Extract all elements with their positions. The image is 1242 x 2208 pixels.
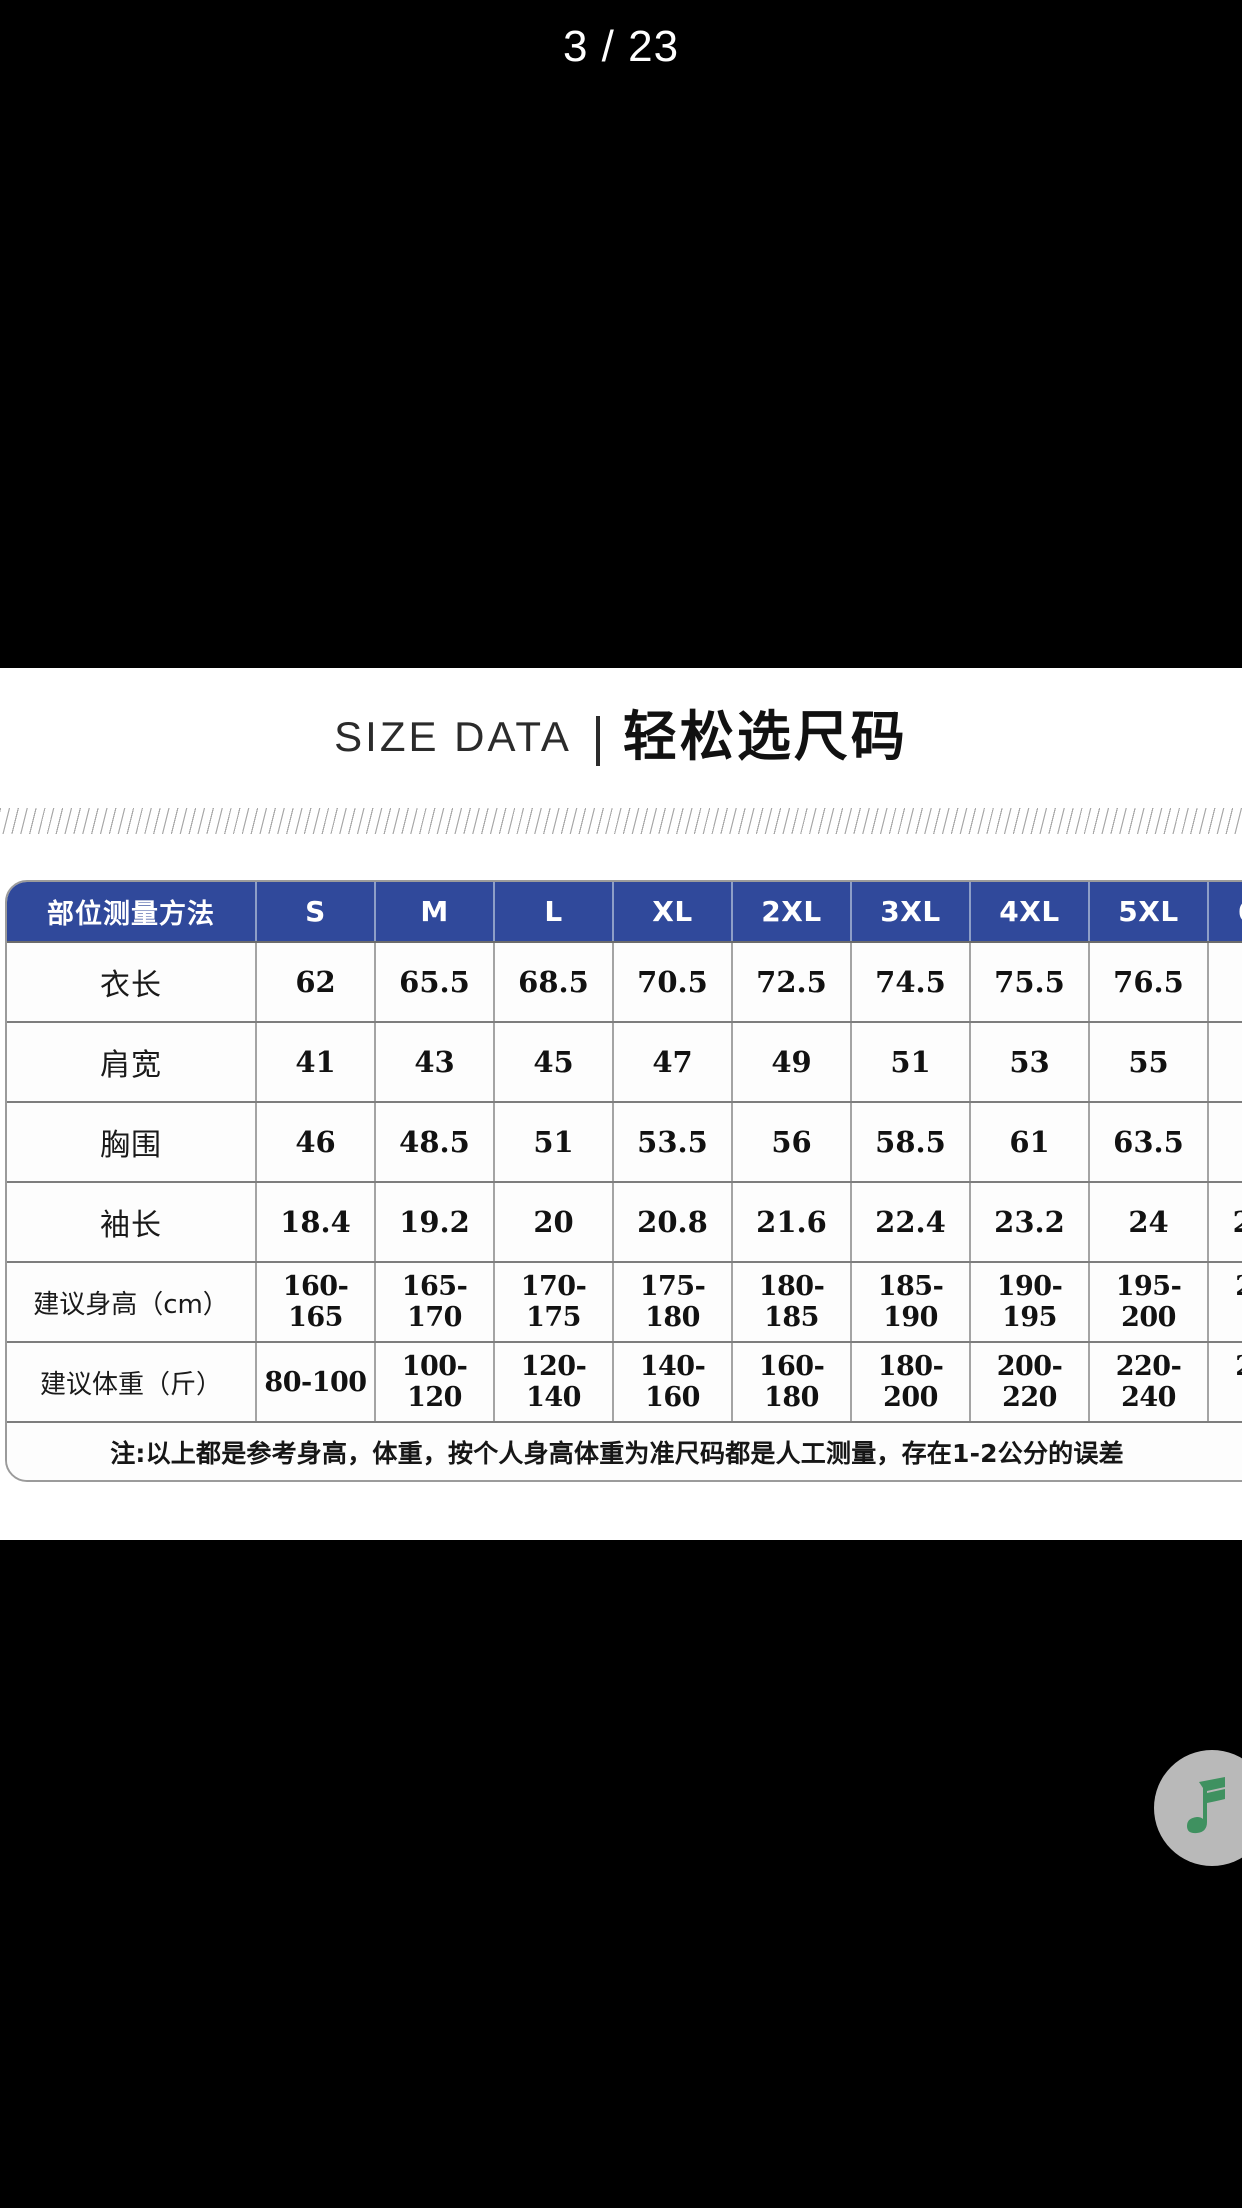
size-table-container: 部位测量方法 S M L XL 2XL 3XL 4XL 5XL 6XL 衣长 — [5, 880, 1242, 1482]
cell: 165-170 — [375, 1262, 495, 1343]
cell: 80-100 — [256, 1342, 376, 1423]
cell: 24.8 — [1208, 1182, 1242, 1263]
music-note-icon — [1187, 1777, 1225, 1834]
cell: 55 — [1089, 1022, 1209, 1103]
cell: 22.4 — [851, 1182, 971, 1263]
cell: 76.5 — [1089, 942, 1209, 1023]
row-label-suggested-height: 建议身高（cm） — [7, 1262, 257, 1343]
cell: 72.5 — [732, 942, 852, 1023]
cell: 180-185 — [732, 1262, 852, 1343]
title-english: SIZE DATA — [334, 713, 572, 760]
hatched-divider — [0, 808, 1242, 834]
cell: 21.6 — [732, 1182, 852, 1263]
cell: 63.5 — [1089, 1102, 1209, 1183]
music-toggle-button[interactable] — [1154, 1750, 1242, 1866]
table-note-row: 注:以上都是参考身高，体重，按个人身高体重为准尺码都是人工测量，存在1-2公分的… — [7, 1421, 1242, 1480]
cell: 68.5 — [494, 942, 614, 1023]
cell: 200-220 — [970, 1342, 1090, 1423]
cell: 57 — [1208, 1022, 1242, 1103]
cell: 200-205 — [1208, 1262, 1242, 1343]
size-table-note: 注:以上都是参考身高，体重，按个人身高体重为准尺码都是人工测量，存在1-2公分的… — [7, 1421, 1242, 1480]
row-label-suggested-weight: 建议体重（斤） — [7, 1342, 257, 1423]
cell: 175-180 — [613, 1262, 733, 1343]
table-row: 肩宽 41 43 45 47 49 51 53 55 57 — [7, 1022, 1242, 1103]
cell: 46 — [256, 1102, 376, 1183]
row-label-sleeve-length: 袖长 — [7, 1182, 257, 1263]
cell: 20 — [494, 1182, 614, 1263]
cell: 53 — [970, 1022, 1090, 1103]
row-label-shoulder-width: 肩宽 — [7, 1022, 257, 1103]
cell: 120-140 — [494, 1342, 614, 1423]
table-row: 建议体重（斤） 80-100 100-120 120-140 140-160 1… — [7, 1342, 1242, 1423]
cell: 19.2 — [375, 1182, 495, 1263]
table-row: 袖长 18.4 19.2 20 20.8 21.6 22.4 23.2 24 2… — [7, 1182, 1242, 1263]
title-chinese: 轻松选尺码 — [622, 705, 908, 768]
cell: 74.5 — [851, 942, 971, 1023]
cell: 185-190 — [851, 1262, 971, 1343]
size-chart-image: SIZE DATA 轻松选尺码 部位测量方法 S M L XL — [0, 668, 1242, 1540]
column-header-l: L — [494, 882, 614, 943]
cell: 56 — [732, 1102, 852, 1183]
cell: 24 — [1089, 1182, 1209, 1263]
page-indicator: 3 / 23 — [562, 22, 680, 71]
cell: 100-120 — [375, 1342, 495, 1423]
page-title: SIZE DATA 轻松选尺码 — [0, 710, 1242, 766]
table-row: 衣长 62 65.5 68.5 70.5 72.5 74.5 75.5 76.5… — [7, 942, 1242, 1023]
cell: 62 — [256, 942, 376, 1023]
table-row: 胸围 46 48.5 51 53.5 56 58.5 61 63.5 66 — [7, 1102, 1242, 1183]
cell: 51 — [494, 1102, 614, 1183]
cell: 43 — [375, 1022, 495, 1103]
column-header-3xl: 3XL — [851, 882, 971, 943]
column-header-4xl: 4XL — [970, 882, 1090, 943]
cell: 220-240 — [1089, 1342, 1209, 1423]
cell: 160-180 — [732, 1342, 852, 1423]
cell: 53.5 — [613, 1102, 733, 1183]
column-header-xl: XL — [613, 882, 733, 943]
table-header-row: 部位测量方法 S M L XL 2XL 3XL 4XL 5XL 6XL — [7, 882, 1242, 943]
cell: 51 — [851, 1022, 971, 1103]
cell: 140-160 — [613, 1342, 733, 1423]
cell: 180-200 — [851, 1342, 971, 1423]
column-header-6xl: 6XL — [1208, 882, 1242, 943]
cell: 170-175 — [494, 1262, 614, 1343]
cell: 66 — [1208, 1102, 1242, 1183]
cell: 20.8 — [613, 1182, 733, 1263]
cell: 78 — [1208, 942, 1242, 1023]
cell: 23.2 — [970, 1182, 1090, 1263]
row-label-bust: 胸围 — [7, 1102, 257, 1183]
cell: 61 — [970, 1102, 1090, 1183]
cell: 65.5 — [375, 942, 495, 1023]
cell: 58.5 — [851, 1102, 971, 1183]
row-label-body-length: 衣长 — [7, 942, 257, 1023]
column-header-2xl: 2XL — [732, 882, 852, 943]
cell: 48.5 — [375, 1102, 495, 1183]
cell: 190-195 — [970, 1262, 1090, 1343]
title-separator — [596, 716, 601, 766]
column-header-measurement: 部位测量方法 — [7, 882, 257, 943]
cell: 70.5 — [613, 942, 733, 1023]
cell: 45 — [494, 1022, 614, 1103]
column-header-5xl: 5XL — [1089, 882, 1209, 943]
cell: 18.4 — [256, 1182, 376, 1263]
table-row: 建议身高（cm） 160-165 165-170 170-175 175-180… — [7, 1262, 1242, 1343]
column-header-s: S — [256, 882, 376, 943]
column-header-m: M — [375, 882, 495, 943]
cell: 195-200 — [1089, 1262, 1209, 1343]
cell: 41 — [256, 1022, 376, 1103]
size-table: 部位测量方法 S M L XL 2XL 3XL 4XL 5XL 6XL 衣长 — [7, 882, 1242, 1480]
cell: 75.5 — [970, 942, 1090, 1023]
cell: 160-165 — [256, 1262, 376, 1343]
cell: 49 — [732, 1022, 852, 1103]
cell: 240-260 — [1208, 1342, 1242, 1423]
cell: 47 — [613, 1022, 733, 1103]
